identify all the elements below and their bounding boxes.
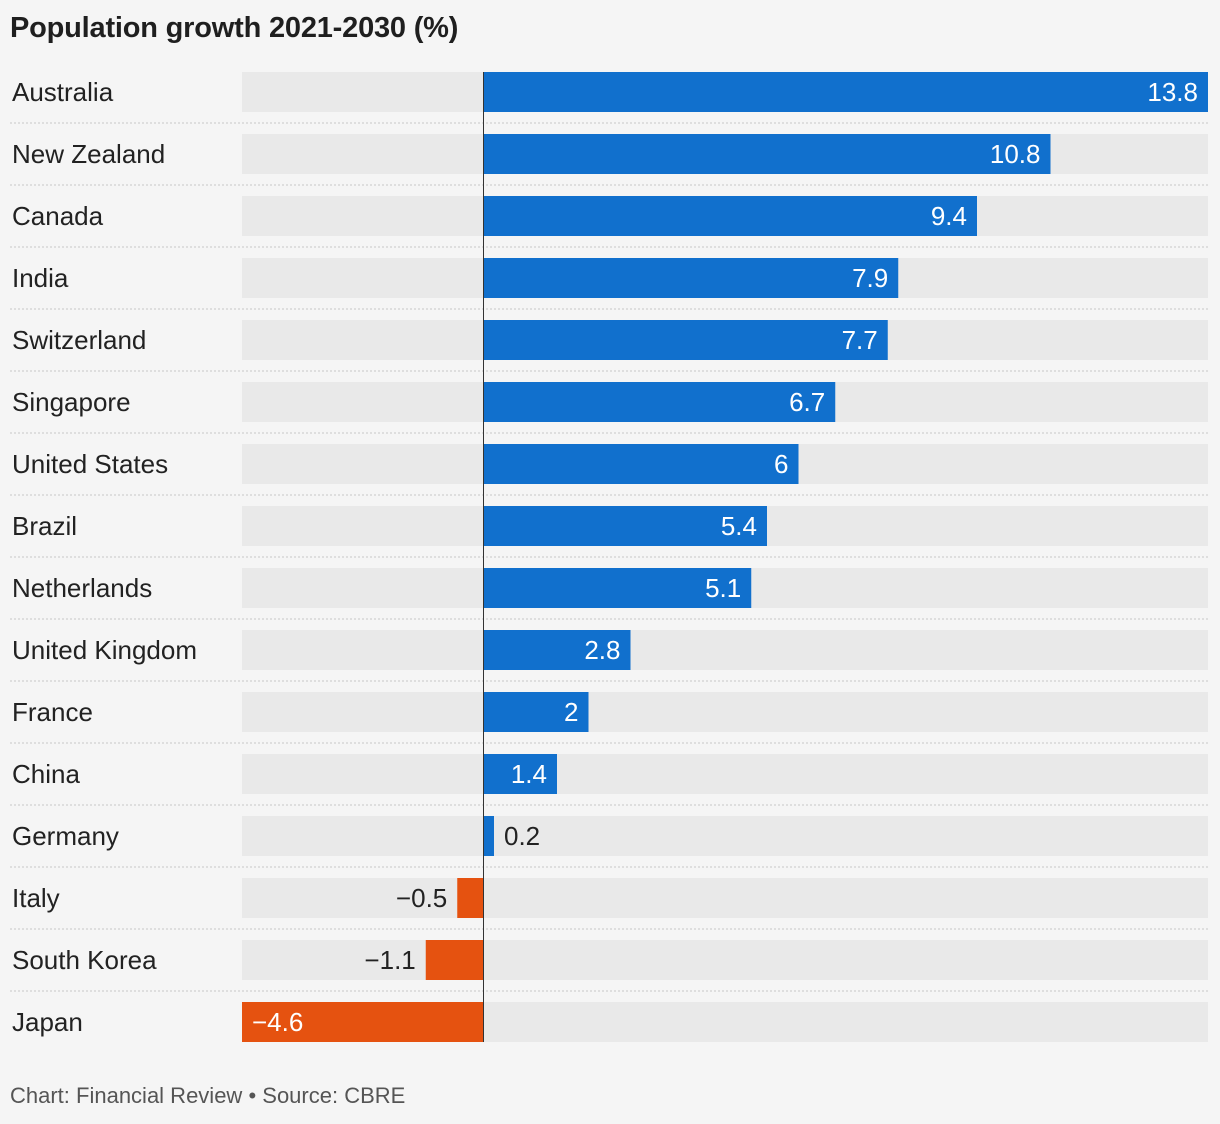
footer-source: Source: CBRE	[262, 1083, 406, 1108]
bar	[483, 692, 589, 732]
category-label: New Zealand	[12, 139, 165, 169]
bar	[483, 134, 1051, 174]
data-label: 6.7	[789, 387, 825, 417]
bar	[483, 258, 899, 298]
bar	[483, 382, 836, 422]
row-separators	[10, 122, 1208, 992]
category-label: Netherlands	[12, 573, 152, 603]
bars	[242, 72, 1208, 1042]
bar	[483, 196, 977, 236]
data-label: −1.1	[364, 945, 415, 975]
bar-track	[242, 878, 1208, 918]
row-labels: Australia New Zealand Canada India Switzerla…	[12, 77, 197, 1037]
bar	[483, 568, 752, 608]
data-label: 5.4	[721, 511, 757, 541]
data-label: 9.4	[931, 201, 967, 231]
data-label: 7.7	[842, 325, 878, 355]
category-label: Brazil	[12, 511, 77, 541]
data-label: −4.6	[252, 1007, 303, 1037]
data-label: 13.8	[1147, 77, 1198, 107]
category-label: Canada	[12, 201, 104, 231]
bar	[457, 878, 484, 918]
bar-track	[242, 754, 1208, 794]
footer-separator: •	[248, 1083, 257, 1108]
chart-title: Population growth 2021-2030 (%)	[10, 12, 459, 44]
bar	[483, 630, 631, 670]
category-label: Singapore	[12, 387, 131, 417]
category-label: Japan	[12, 1007, 83, 1037]
bar	[483, 72, 1208, 112]
bar	[483, 754, 557, 794]
data-label: 1.4	[511, 759, 547, 789]
data-label: −0.5	[396, 883, 447, 913]
data-label: 10.8	[990, 139, 1041, 169]
bar-track	[242, 630, 1208, 670]
category-label: Italy	[12, 883, 60, 913]
bar	[483, 506, 767, 546]
category-label: United Kingdom	[12, 635, 197, 665]
category-label: France	[12, 697, 93, 727]
data-label: 2.8	[584, 635, 620, 665]
category-label: South Korea	[12, 945, 157, 975]
category-label: United States	[12, 449, 168, 479]
bar-track	[242, 940, 1208, 980]
category-label: Australia	[12, 77, 114, 107]
bar-track	[242, 692, 1208, 732]
data-label: 2	[564, 697, 578, 727]
data-label: 0.2	[504, 821, 540, 851]
bar	[425, 940, 484, 980]
data-label: 5.1	[705, 573, 741, 603]
data-label: 7.9	[852, 263, 888, 293]
footer-credit: Chart: Financial Review	[10, 1083, 243, 1108]
bar	[483, 444, 799, 484]
bar-track	[242, 816, 1208, 856]
category-label: China	[12, 759, 80, 789]
bar	[483, 816, 494, 856]
category-label: Germany	[12, 821, 119, 851]
value-labels: 13.8 10.8 9.4 7.9 7.7 6.7 6 5.4 5.1 2.8 2 1.4 0.2 −0.…	[252, 77, 1198, 1037]
bar	[242, 1002, 484, 1042]
chart-footer: Chart: Financial Review • Source: CBRE	[10, 1083, 405, 1109]
data-label: 6	[774, 449, 788, 479]
category-label: India	[12, 263, 69, 293]
category-label: Switzerland	[12, 325, 146, 355]
bar	[483, 320, 888, 360]
